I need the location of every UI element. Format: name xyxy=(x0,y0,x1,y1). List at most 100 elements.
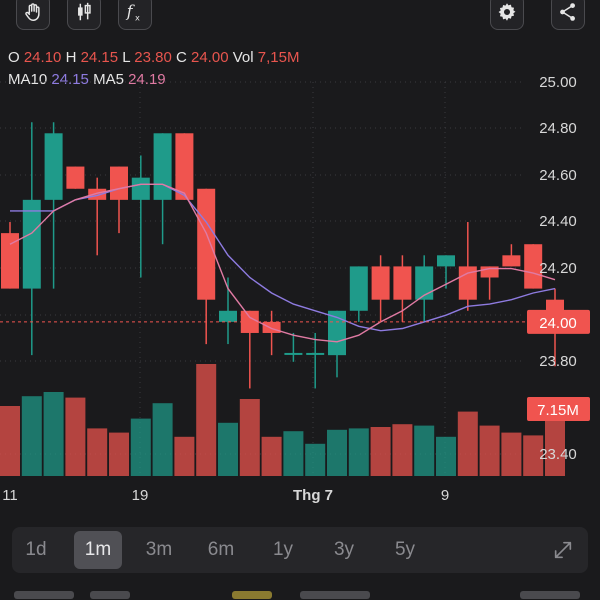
candlestick-icon xyxy=(78,2,91,21)
price-overlay: 24.00 7.15M xyxy=(0,309,590,421)
volume-bar xyxy=(196,364,217,476)
volume-bar xyxy=(545,420,565,476)
timeframe-selector: 1d 1m 3m 6m 1y 3y 5y xyxy=(12,527,588,573)
volume-value: 7,15M xyxy=(257,49,300,66)
low-value: 23.80 xyxy=(134,49,172,66)
volume-bar xyxy=(348,428,369,476)
volume-bar xyxy=(283,431,304,476)
volume-bar xyxy=(479,425,500,476)
volume-bar xyxy=(65,397,86,476)
cut-off-content xyxy=(0,585,600,600)
y-tick-label: 24.60 xyxy=(539,167,577,184)
timeframe-1d[interactable]: 1d xyxy=(25,539,47,560)
timeframe-6m[interactable]: 6m xyxy=(207,539,235,560)
share-icon xyxy=(560,3,575,21)
candle-body xyxy=(415,266,434,300)
gear-icon xyxy=(498,3,516,21)
candles xyxy=(1,122,564,389)
ma10-label: MA10 xyxy=(8,71,48,88)
volume-label: Vol xyxy=(232,49,254,66)
candle-body xyxy=(1,233,19,289)
volume-bar xyxy=(436,436,456,476)
expand-icon[interactable] xyxy=(552,539,574,561)
candle-body xyxy=(44,133,63,200)
y-tick-label: 23.40 xyxy=(539,446,577,463)
svg-text:x: x xyxy=(135,12,140,22)
open-value: 24.10 xyxy=(23,49,62,66)
candle-body xyxy=(480,266,499,278)
draw-hand-icon xyxy=(25,3,40,21)
timeframe-1y[interactable]: 1y xyxy=(272,539,294,560)
x-tick-label: Thg 7 xyxy=(293,487,333,504)
volume-bar xyxy=(370,427,391,476)
volume-bar xyxy=(174,436,195,476)
ma10-value: 24.15 xyxy=(51,71,89,88)
timeframe-5y[interactable]: 5y xyxy=(394,539,416,560)
volume-bar xyxy=(152,403,173,476)
draw-tool-button[interactable] xyxy=(16,0,50,30)
candle-body xyxy=(153,133,172,200)
y-tick-label: 24.40 xyxy=(539,213,577,230)
current-volume-label: 7.15M xyxy=(537,402,579,419)
ma10-line xyxy=(10,183,556,332)
current-volume-tag xyxy=(527,397,590,421)
candle-body xyxy=(66,166,85,189)
candle-body xyxy=(502,255,521,267)
candle-body xyxy=(524,244,543,289)
volume-bar xyxy=(523,435,544,476)
share-button[interactable] xyxy=(551,0,585,30)
volume-bar xyxy=(261,436,282,476)
function-icon: f x xyxy=(126,3,140,23)
candle-body xyxy=(110,166,128,200)
x-axis: 11 19 Thg 7 9 xyxy=(2,487,449,504)
y-axis: 25.00 24.80 24.60 24.40 24.20 23.80 23.40 xyxy=(539,74,577,463)
current-price-label: 24.00 xyxy=(539,315,577,332)
candle-body xyxy=(284,352,303,355)
volume-bar xyxy=(218,422,238,476)
moving-averages xyxy=(9,183,556,343)
close-value: 24.00 xyxy=(191,49,229,66)
svg-text:f: f xyxy=(126,3,136,21)
volume-bar xyxy=(305,443,326,476)
settings-button[interactable] xyxy=(490,0,524,30)
volume-bar xyxy=(414,425,435,476)
indicator-button[interactable]: f x xyxy=(118,0,152,30)
x-tick-label: 9 xyxy=(441,487,449,504)
volume-bar xyxy=(392,424,413,476)
x-tick-label: 11 xyxy=(2,487,18,504)
volume-bar xyxy=(501,432,522,476)
volume-bar xyxy=(109,432,129,476)
candle-body xyxy=(131,177,150,200)
ohlc-readout: O 24.10 H 24.15 L 23.80 C 24.00 Vol 7,15… xyxy=(8,49,299,66)
price-chart[interactable]: 24.00 7.15M 25.00 24.80 24.60 24.40 24.20 23.8… xyxy=(0,60,600,510)
candle-body xyxy=(349,266,368,311)
candle-body xyxy=(175,133,194,200)
y-tick-label: 23.80 xyxy=(539,353,577,370)
high-value: 24.15 xyxy=(80,49,119,66)
y-tick-label: 24.80 xyxy=(539,120,577,137)
volume-bar xyxy=(87,428,108,476)
volume-bar xyxy=(43,392,64,476)
close-label: C xyxy=(175,49,187,66)
candle-body xyxy=(262,321,281,333)
volume-bar xyxy=(130,418,151,476)
x-tick-label: 19 xyxy=(132,487,149,504)
ma-readout: MA10 24.15 MA5 24.19 xyxy=(8,71,166,88)
candle-body xyxy=(197,188,216,300)
candle-body xyxy=(240,310,259,333)
candle-body xyxy=(88,188,107,200)
chart-type-button[interactable] xyxy=(67,0,101,30)
candle-body xyxy=(393,266,412,300)
candle-body xyxy=(371,266,390,300)
candle-body xyxy=(219,310,237,322)
chart-toolbar: f x xyxy=(0,0,600,38)
candle-body xyxy=(306,352,325,355)
ma5-label: MA5 xyxy=(93,71,124,88)
chart-grid xyxy=(0,81,525,476)
candle-body xyxy=(437,255,455,267)
low-label: L xyxy=(122,49,131,66)
timeframe-1m[interactable]: 1m xyxy=(74,531,122,569)
ma5-line xyxy=(9,183,556,343)
timeframe-3y[interactable]: 3y xyxy=(333,539,355,560)
timeframe-3m[interactable]: 3m xyxy=(145,539,173,560)
